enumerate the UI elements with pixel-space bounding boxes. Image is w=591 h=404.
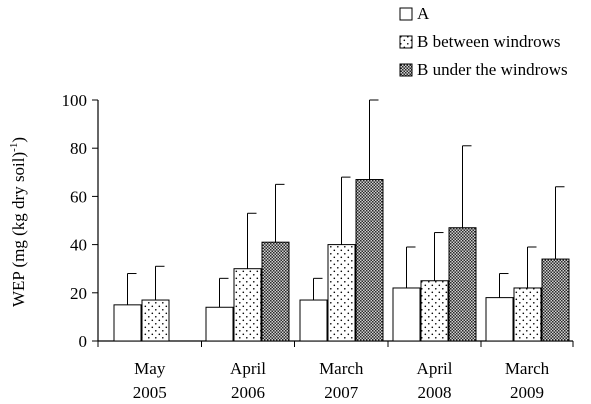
bar	[233, 268, 262, 342]
legend-swatch	[399, 7, 413, 21]
legend-swatch	[399, 35, 413, 49]
bar	[420, 280, 449, 342]
bar	[392, 287, 421, 342]
x-tick-label: March	[319, 359, 364, 378]
legend: A B between windrows B under the windrows	[399, 4, 568, 79]
error-bars-group	[127, 99, 565, 308]
bar	[513, 287, 542, 342]
x-tick-label: April	[417, 359, 453, 378]
legend-label: B between windrows	[417, 32, 561, 51]
bar	[205, 306, 234, 342]
x-tick-label: 2006	[231, 383, 265, 402]
legend-label: A	[417, 4, 430, 23]
bar	[261, 241, 290, 342]
labels-group: 0 20 40 60 80 100 May 2005 April 2006 March 2007 Apr…	[62, 91, 550, 402]
bar	[485, 297, 514, 342]
x-tick-label: 2005	[133, 383, 167, 402]
bar	[448, 227, 477, 342]
bar	[355, 179, 384, 342]
bar	[327, 244, 356, 342]
bar	[541, 258, 570, 342]
x-tick-label: 2009	[510, 383, 544, 402]
y-tick-label: 60	[70, 187, 87, 206]
x-tick-label: 2008	[418, 383, 452, 402]
x-tick-label: May	[134, 359, 166, 378]
y-tick-label: 80	[70, 139, 87, 158]
y-tick-label: 100	[62, 91, 88, 110]
y-tick-label: 20	[70, 284, 87, 303]
bars-group	[113, 179, 570, 342]
x-tick-label: March	[505, 359, 550, 378]
x-tick-label: 2007	[324, 383, 359, 402]
legend-label: B under the windrows	[417, 60, 568, 79]
legend-swatch	[399, 63, 413, 77]
x-tick-label: April	[230, 359, 266, 378]
bar	[141, 299, 170, 342]
bar	[113, 304, 142, 342]
bar	[299, 299, 328, 342]
y-axis-title: WEP (mg (kg dry soil)-1)	[8, 137, 28, 307]
y-tick-label: 40	[70, 236, 87, 255]
y-tick-label: 0	[79, 332, 88, 351]
